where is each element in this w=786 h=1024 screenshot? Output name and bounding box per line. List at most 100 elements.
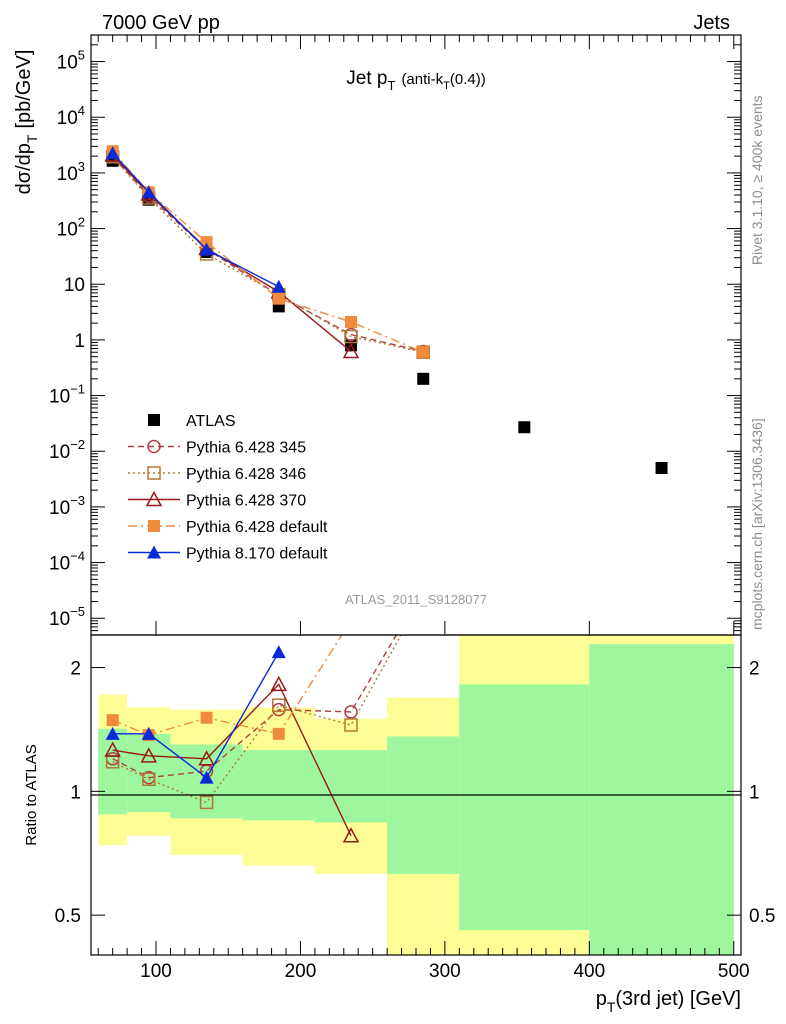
legend-entry-0: ATLAS <box>148 413 236 430</box>
main-y-tick-label-0: 105 <box>57 48 85 74</box>
main-point-5-1 <box>141 185 156 199</box>
main-y-tick-base-7: 10 <box>49 442 70 463</box>
ratio-series <box>104 635 402 843</box>
legend-marker-4 <box>148 520 160 532</box>
legend-label-1: Pythia 6.428 345 <box>186 440 306 457</box>
legend-entry-4: Pythia 6.428 default <box>128 519 328 536</box>
legend-entry-3: Pythia 6.428 370 <box>128 490 306 510</box>
legend-marker-0 <box>148 414 160 426</box>
header-left: 7000 GeV pp <box>102 12 220 34</box>
main-point-0-7 <box>655 461 668 474</box>
main-title: Jet pT (anti-kT(0.4)) <box>346 68 485 93</box>
main-y-tick-label-4: 10 <box>64 275 85 296</box>
main-series-line-1 <box>112 155 424 353</box>
ratio-y-tick-label-1: 1 <box>70 782 81 803</box>
header-right: Jets <box>693 12 730 34</box>
main-point-3-4 <box>342 342 360 359</box>
main-y-tick-base-8: 10 <box>49 498 70 519</box>
legend-label-2: Pythia 6.428 346 <box>186 466 306 483</box>
main-y-tick-label-6: 10−1 <box>49 382 85 408</box>
legend-label-0: ATLAS <box>186 413 236 430</box>
ratio-y-tick-label-2: 2 <box>70 659 81 680</box>
ratio-point-3-0 <box>106 714 119 727</box>
ratio-y-axis-label: Ratio to ATLAS <box>23 744 40 845</box>
x-tick-label-1: 200 <box>285 961 317 982</box>
main-y-tick-base-10: 10 <box>49 609 70 630</box>
ratio-point-4-3 <box>271 645 286 659</box>
main-y-tick-exp-2: 3 <box>78 159 85 174</box>
main-point-5-0 <box>105 146 120 160</box>
ratio-y-tick-label-right-1: 1 <box>749 782 760 803</box>
legend-entry-1: Pythia 6.428 345 <box>128 440 306 457</box>
main-series-3 <box>104 146 360 359</box>
ratio-point-2-3 <box>270 675 288 692</box>
x-tick-label-0: 100 <box>140 961 172 982</box>
main-y-tick-exp-0: 5 <box>78 48 85 63</box>
ratio-point-1-4 <box>344 718 358 732</box>
rivet-version-label: Rivet 3.1.10, ≥ 400k events <box>749 95 765 265</box>
ratio-point-3-3 <box>272 727 285 740</box>
ratio-point-2-4 <box>342 827 360 843</box>
main-y-tick-base-6: 10 <box>49 387 70 408</box>
ratio-series-line-4 <box>112 651 280 779</box>
main-series-line-2 <box>112 156 424 353</box>
stat-uncertainty-band-4 <box>314 750 388 823</box>
ratio-y-tick-label-right-2: 2 <box>749 659 760 680</box>
main-y-tick-exp-3: 2 <box>78 215 85 230</box>
main-y-tick-label-10: 10−5 <box>49 604 85 630</box>
main-series-line-4 <box>112 150 424 353</box>
main-y-tick-base-2: 10 <box>57 164 78 185</box>
legend-label-3: Pythia 6.428 370 <box>186 493 306 510</box>
ratio-point-3-2 <box>200 711 213 724</box>
ratio-point-4-1 <box>141 726 156 740</box>
main-series-4 <box>106 145 430 359</box>
x-tick-label-2: 300 <box>429 961 461 982</box>
x-tick-label-3: 400 <box>573 961 605 982</box>
ratio-series-line-2 <box>112 683 352 837</box>
main-point-4-2 <box>200 236 213 249</box>
main-point-4-3 <box>272 292 285 305</box>
main-y-tick-exp-8: −3 <box>70 493 85 508</box>
main-point-5-3 <box>271 279 286 293</box>
main-y-tick-label-7: 10−2 <box>49 437 85 463</box>
main-point-0-5 <box>417 372 430 385</box>
legend-label-5: Pythia 8.170 default <box>186 546 328 563</box>
main-y-tick-exp-9: −4 <box>70 549 85 564</box>
main-y-tick-label-8: 10−3 <box>49 493 85 519</box>
main-series <box>104 145 668 474</box>
legend-marker-2 <box>147 466 161 480</box>
stat-uncertainty-band-7 <box>589 644 734 955</box>
ratio-bands <box>98 635 734 955</box>
main-series-line-5 <box>112 152 280 288</box>
main-point-4-5 <box>417 346 430 359</box>
main-point-0-6 <box>518 421 531 434</box>
main-y-tick-base-1: 10 <box>57 108 78 129</box>
ratio-point-0-4 <box>344 705 358 719</box>
main-y-tick-label-5: 1 <box>74 331 85 352</box>
ratio-series-2 <box>104 675 360 843</box>
legend-marker-5 <box>147 545 161 559</box>
ratio-point-4-2 <box>199 770 214 784</box>
legend-entry-2: Pythia 6.428 346 <box>128 466 306 483</box>
main-point-5-2 <box>199 242 214 256</box>
main-y-tick-base-9: 10 <box>49 554 70 575</box>
stat-uncertainty-band-5 <box>387 736 460 874</box>
main-y-tick-base-3: 10 <box>57 220 78 241</box>
main-y-tick-label-9: 10−4 <box>49 549 85 575</box>
stat-uncertainty-band-6 <box>459 684 590 931</box>
analysis-watermark: ATLAS_2011_S9128077 <box>345 592 487 607</box>
main-y-tick-exp-6: −1 <box>70 382 85 397</box>
main-y-tick-label-1: 104 <box>57 103 85 129</box>
ratio-point-2-2 <box>198 750 215 766</box>
x-axis-label: pT(3rd jet) [GeV] <box>596 988 741 1015</box>
legend-entry-5: Pythia 8.170 default <box>128 545 328 563</box>
x-tick-label-4: 500 <box>718 961 750 982</box>
legend-marker-3 <box>145 490 163 507</box>
ratio-point-4-0 <box>105 726 120 740</box>
main-series-line-3 <box>112 154 352 352</box>
ratio-point-1-1 <box>142 772 156 787</box>
main-series-1 <box>105 149 430 359</box>
main-y-tick-exp-7: −2 <box>70 437 85 452</box>
